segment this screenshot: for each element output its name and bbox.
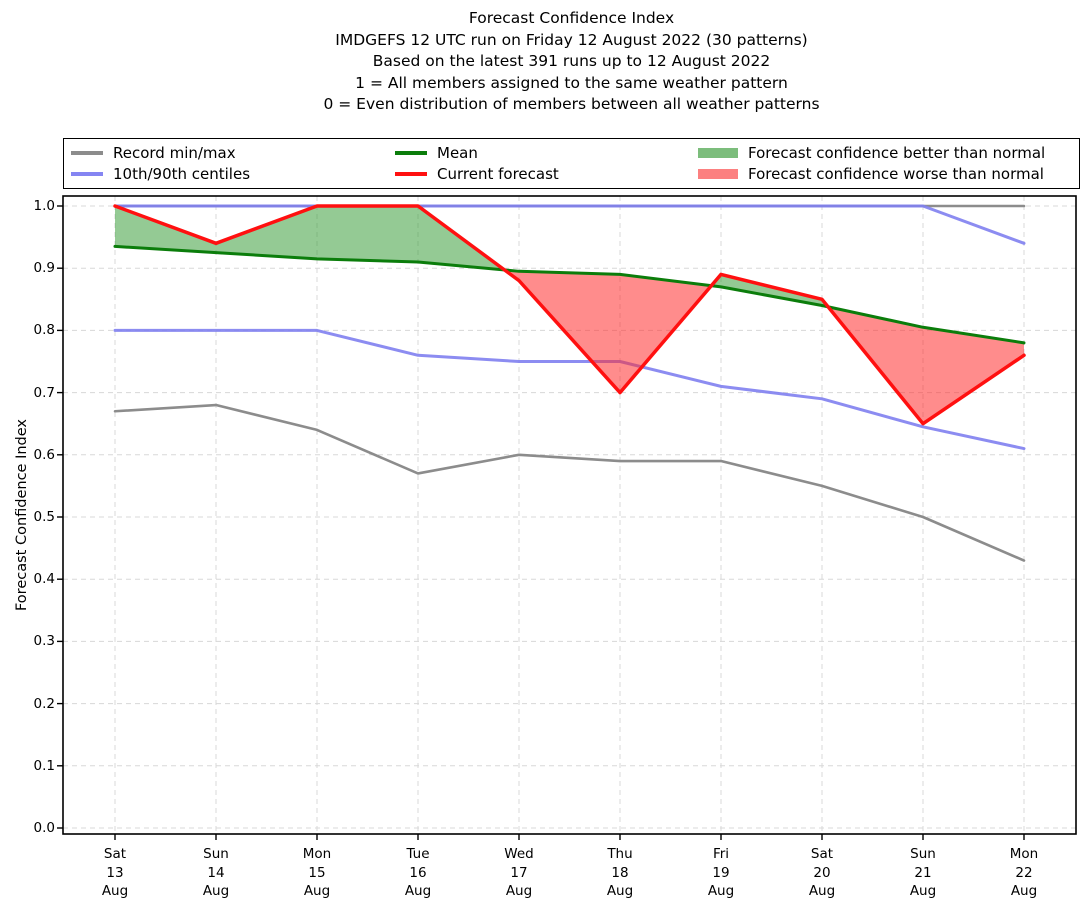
x-tick-label: Sat 20 Aug	[808, 846, 836, 899]
current-line	[113, 204, 1026, 426]
fill-better	[115, 206, 216, 253]
y-tick-label: 0.1	[33, 757, 55, 774]
legend-item-centiles: 10th/90th centiles	[71, 164, 250, 184]
y-tick-label: 1.0	[33, 198, 55, 214]
x-tick-label: Mon 15 Aug	[302, 846, 332, 899]
legend-label-worse-than-normal: Forecast confidence worse than normal	[748, 165, 1044, 183]
y-tick-label: 0.9	[33, 260, 55, 277]
title-line-3: Based on the latest 391 runs up to 12 Au…	[372, 52, 771, 71]
y-tick-label: 0.2	[33, 695, 55, 712]
legend-label-mean: Mean	[437, 144, 478, 162]
legend-item-mean: Mean	[395, 143, 559, 163]
better-than-normal-patch-swatch	[698, 147, 738, 159]
legend-item-current-forecast: Current forecast	[395, 164, 559, 184]
legend-label-better-than-normal: Forecast confidence better than normal	[748, 144, 1046, 162]
legend-item-record-minmax: Record min/max	[71, 143, 250, 163]
x-tick-label: Sun 21 Aug	[909, 846, 937, 899]
legend-column-2: Mean Current forecast	[395, 143, 559, 184]
title-line-4: 1 = All members assigned to the same wea…	[355, 73, 788, 92]
fill-better	[317, 206, 418, 262]
mean-line-swatch	[395, 151, 427, 155]
x-tick-label: Wed 17 Aug	[504, 846, 534, 899]
x-tick-label: Tue 16 Aug	[404, 846, 432, 899]
x-tick-label: Mon 22 Aug	[1009, 846, 1039, 899]
legend-label-current-forecast: Current forecast	[437, 165, 559, 183]
fill-worse	[620, 274, 712, 393]
record-minmax-line-swatch	[71, 151, 103, 155]
mean-line	[113, 244, 1026, 345]
legend-label-centiles: 10th/90th centiles	[113, 165, 251, 183]
x-tick-label: Fri 19 Aug	[707, 846, 735, 899]
y-tick-label: 0.8	[33, 322, 55, 339]
x-tick-label: Sun 14 Aug	[202, 846, 230, 899]
y-tick-label: 0.3	[33, 633, 55, 650]
legend: Record min/max 10th/90th centiles Mean C…	[63, 138, 1080, 189]
y-tick-label: 0.7	[33, 384, 55, 401]
legend-item-worse-than-normal: Forecast confidence worse than normal	[698, 164, 1045, 184]
fill-better	[216, 206, 317, 259]
record-min-line	[113, 403, 1026, 562]
plot-frame	[62, 195, 1077, 835]
legend-item-better-than-normal: Forecast confidence better than normal	[698, 143, 1045, 163]
y-tick-label: 0.0	[33, 820, 55, 836]
title-line-5: 0 = Even distribution of members between…	[323, 95, 820, 114]
y-tick-label: 0.5	[33, 509, 55, 525]
title-line-1: Forecast Confidence Index	[468, 9, 675, 27]
worse-than-normal-patch-swatch	[698, 168, 738, 180]
p10-line	[113, 328, 1026, 451]
title-line-2: IMDGEFS 12 UTC run on Friday 12 August 2…	[335, 30, 808, 49]
y-tick-label: 0.4	[33, 571, 55, 588]
y-tick-label: 0.6	[33, 446, 55, 463]
x-tick-label: Thu 18 Aug	[606, 846, 634, 899]
figure-title-block: Forecast Confidence Index IMDGEFS 12 UTC…	[63, 8, 1080, 116]
legend-column-3: Forecast confidence better than normal F…	[698, 143, 1045, 184]
p90-line	[113, 204, 1026, 245]
fill-worse	[923, 327, 1024, 424]
legend-label-record-minmax: Record min/max	[113, 144, 236, 162]
centiles-line-swatch	[71, 172, 103, 176]
x-tick-label: Sat 13 Aug	[101, 846, 129, 899]
legend-column-1: Record min/max 10th/90th centiles	[71, 143, 250, 184]
current-forecast-line-swatch	[395, 172, 427, 176]
